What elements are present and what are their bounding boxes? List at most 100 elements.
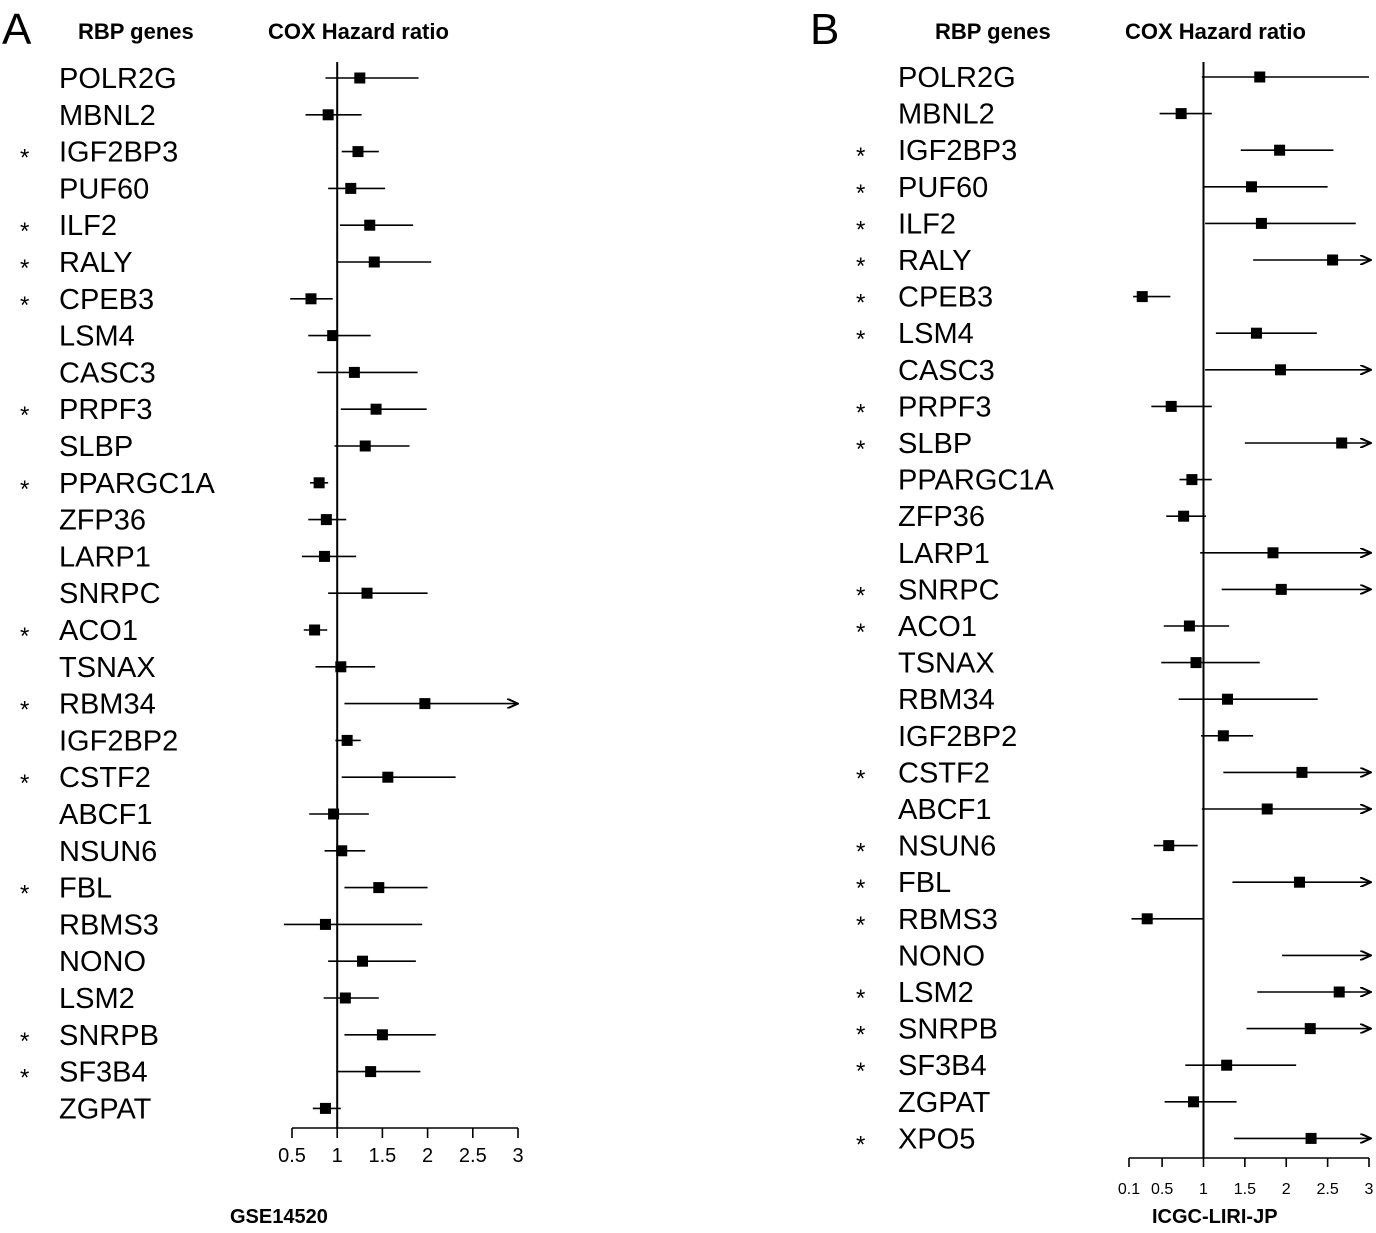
panel-a-hazard-ratio-point bbox=[361, 587, 373, 599]
panel-a-row: * ILF2 bbox=[20, 210, 414, 245]
panel-b-significance-star: * bbox=[856, 143, 865, 170]
panel-a-gene-label: ZFP36 bbox=[59, 505, 146, 537]
panel-a-rows: POLR2G MBNL2 * IGF2BP3 PUF60 * ILF2 * RALY * CPEB3… bbox=[20, 62, 518, 1128]
panel-b-gene-label: XPO5 bbox=[898, 1123, 975, 1155]
panel-b-significance-star: * bbox=[856, 1022, 865, 1049]
panel-a-hazard-ratio-point bbox=[309, 624, 321, 636]
panel-b-gene-label: CASC3 bbox=[898, 355, 995, 387]
panel-b-gene-label: NSUN6 bbox=[898, 831, 996, 863]
panel-a-gene-label: ABCF1 bbox=[59, 799, 152, 831]
panel-a-hazard-ratio-point bbox=[419, 698, 431, 710]
panel-b-hazard-ratio-point bbox=[1221, 693, 1233, 705]
panel-b-hazard-ratio-point bbox=[1217, 730, 1229, 742]
panel-a-significance-star: * bbox=[20, 292, 29, 319]
panel-a-hazard-ratio-point bbox=[322, 109, 334, 121]
panel-b-genes-header: RBP genes bbox=[935, 19, 1051, 44]
panel-b-hazard-ratio-point bbox=[1183, 620, 1195, 632]
panel-b-gene-label: ZFP36 bbox=[898, 501, 985, 533]
panel-b-gene-label: CPEB3 bbox=[898, 282, 993, 314]
panel-b-significance-star: * bbox=[856, 619, 865, 646]
panel-a-hazard-ratio-point bbox=[359, 440, 371, 452]
panel-a-tick-label: 1.5 bbox=[368, 1145, 396, 1167]
panel-b-hazard-ratio-point bbox=[1178, 510, 1190, 522]
panel-b-significance-star: * bbox=[856, 839, 865, 866]
panel-a-tick-label: 3 bbox=[512, 1145, 523, 1167]
panel-b-significance-star: * bbox=[856, 436, 865, 463]
panel-b-row: * SLBP bbox=[856, 428, 1371, 463]
panel-b-hazard-ratio-point bbox=[1141, 913, 1153, 925]
panel-b-hazard-ratio-point bbox=[1136, 291, 1148, 303]
panel-a-row: ABCF1 bbox=[59, 799, 369, 831]
panel-a-hazard-ratio-point bbox=[319, 1102, 331, 1114]
panel-b-significance-star: * bbox=[856, 582, 865, 609]
panel-a-row: RBMS3 bbox=[59, 909, 423, 941]
panel-b-row: * LSM2 bbox=[856, 977, 1371, 1012]
panel-b-gene-label: RALY bbox=[898, 245, 972, 277]
panel-a-gene-label: FBL bbox=[59, 873, 112, 905]
panel-a-row: * PRPF3 bbox=[20, 394, 427, 429]
panel-a-hazard-ratio-point bbox=[328, 808, 340, 820]
panel-a-hazard-ratio-point bbox=[335, 661, 347, 673]
panel-a-hazard-ratio-point bbox=[336, 845, 348, 857]
panel-a: A RBP genes COX Hazard ratio POLR2G MBNL2… bbox=[2, 5, 524, 1228]
panel-b-gene-label: ILF2 bbox=[898, 208, 956, 240]
panel-b-hazard-ratio-point bbox=[1245, 181, 1257, 193]
panel-b-gene-label: POLR2G bbox=[898, 62, 1016, 94]
panel-b-significance-star: * bbox=[856, 912, 865, 939]
panel-b-significance-star: * bbox=[856, 326, 865, 353]
panel-a-gene-label: NONO bbox=[59, 946, 146, 978]
panel-b-hazard-ratio-point bbox=[1186, 474, 1198, 486]
panel-b-gene-label: IGF2BP3 bbox=[898, 135, 1017, 167]
panel-b-row: * PRPF3 bbox=[856, 391, 1212, 426]
panel-b-hazard-ratio-point bbox=[1304, 1023, 1316, 1035]
panel-b-row: * LSM4 bbox=[856, 318, 1317, 353]
panel-b-letter: B bbox=[810, 5, 839, 54]
panel-a-hazard-ratio-point bbox=[345, 182, 357, 194]
panel-b-tick-label: 2.5 bbox=[1316, 1181, 1338, 1198]
panel-b-significance-star: * bbox=[856, 765, 865, 792]
panel-a-x-axis: 0.5 1 1.5 2 2.5 3 bbox=[278, 1127, 524, 1167]
panel-a-dataset-label: GSE14520 bbox=[230, 1206, 328, 1228]
panel-a-gene-label: MBNL2 bbox=[59, 100, 156, 132]
panel-b-hazard-ratio-point bbox=[1327, 254, 1339, 266]
panel-a-gene-label: RBMS3 bbox=[59, 909, 159, 941]
panel-b-row: * CPEB3 bbox=[856, 282, 1171, 317]
panel-a-tick-label: 2.5 bbox=[459, 1145, 487, 1167]
panel-b-significance-star: * bbox=[856, 1131, 865, 1158]
panel-b-gene-label: PRPF3 bbox=[898, 391, 991, 423]
panel-b-row: * SF3B4 bbox=[856, 1050, 1297, 1085]
panel-b-row: TSNAX bbox=[898, 648, 1260, 680]
panel-b-gene-label: SNRPB bbox=[898, 1014, 998, 1046]
panel-a-hazard-ratio-point bbox=[365, 1066, 377, 1078]
panel-a-significance-star: * bbox=[20, 145, 29, 172]
panel-a-gene-label: IGF2BP2 bbox=[59, 725, 178, 757]
panel-a-row: TSNAX bbox=[59, 652, 376, 684]
panel-a-gene-label: POLR2G bbox=[59, 63, 177, 95]
panel-a-gene-label: PRPF3 bbox=[59, 394, 152, 426]
panel-a-tick-label: 1 bbox=[332, 1145, 343, 1167]
panel-a-gene-label: NSUN6 bbox=[59, 836, 157, 868]
panel-b-row: PPARGC1A bbox=[898, 465, 1212, 497]
panel-b-gene-label: FBL bbox=[898, 867, 951, 899]
panel-b-hazard-ratio-point bbox=[1221, 1059, 1233, 1071]
panel-b-gene-label: LARP1 bbox=[898, 538, 990, 570]
panel-b-hazard-ratio-point bbox=[1296, 766, 1308, 778]
panel-b-hazard-ratio-point bbox=[1274, 144, 1286, 156]
panel-a-row: LARP1 bbox=[59, 541, 357, 573]
panel-b-row: * NSUN6 bbox=[856, 831, 1198, 866]
panel-a-row: ZFP36 bbox=[59, 505, 347, 537]
panel-b-gene-label: LSM4 bbox=[898, 318, 974, 350]
panel-b-row: CASC3 bbox=[898, 355, 1371, 387]
panel-b-ratio-header: COX Hazard ratio bbox=[1125, 19, 1306, 44]
panel-a-hazard-ratio-point bbox=[382, 771, 394, 783]
panel-a-genes-header: RBP genes bbox=[78, 19, 194, 44]
panel-b-hazard-ratio-point bbox=[1163, 840, 1175, 852]
panel-b-hazard-ratio-point bbox=[1275, 583, 1287, 595]
panel-b-row: * SNRPC bbox=[856, 574, 1371, 609]
panel-a-gene-label: SNRPC bbox=[59, 578, 161, 610]
panel-b-significance-star: * bbox=[856, 253, 865, 280]
panel-a-tick-label: 2 bbox=[422, 1145, 433, 1167]
panel-a-hazard-ratio-point bbox=[368, 256, 380, 268]
panel-b: B RBP genes COX Hazard ratio POLR2G MBNL2… bbox=[810, 5, 1374, 1228]
